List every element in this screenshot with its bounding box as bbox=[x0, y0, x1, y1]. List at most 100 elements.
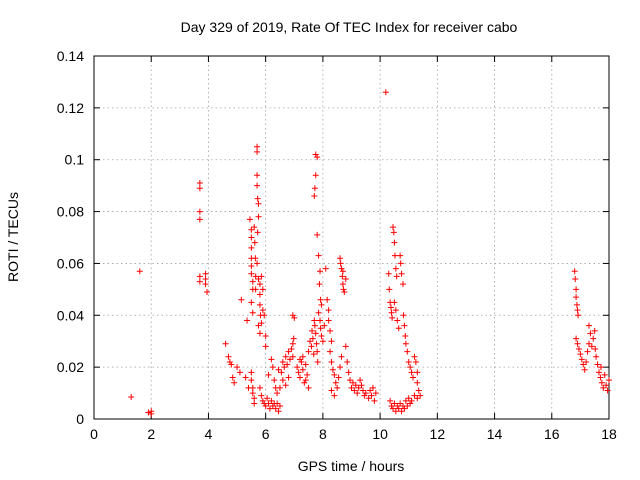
data-point bbox=[342, 275, 349, 282]
data-point bbox=[275, 366, 282, 373]
data-point bbox=[204, 288, 211, 295]
data-point bbox=[335, 374, 342, 381]
data-point bbox=[344, 358, 351, 365]
data-point bbox=[269, 364, 276, 371]
data-point bbox=[315, 309, 322, 316]
data-point bbox=[324, 296, 331, 303]
data-point bbox=[255, 322, 262, 329]
data-point bbox=[249, 309, 256, 316]
data-point bbox=[231, 379, 238, 386]
data-point bbox=[398, 408, 405, 415]
data-point bbox=[585, 340, 592, 347]
data-point bbox=[382, 89, 389, 96]
data-point bbox=[256, 330, 263, 337]
data-point bbox=[412, 358, 419, 365]
data-point bbox=[587, 330, 594, 337]
data-point bbox=[248, 270, 255, 277]
data-point bbox=[312, 330, 319, 337]
data-point bbox=[259, 397, 266, 404]
data-point bbox=[398, 270, 405, 277]
data-point bbox=[597, 374, 604, 381]
data-point bbox=[254, 260, 261, 267]
data-point bbox=[397, 260, 404, 267]
data-point bbox=[591, 327, 598, 334]
data-point bbox=[248, 234, 255, 241]
data-point bbox=[575, 345, 582, 352]
data-point bbox=[338, 353, 345, 360]
data-point bbox=[392, 408, 399, 415]
data-point bbox=[400, 281, 406, 288]
data-point bbox=[314, 154, 321, 161]
data-point bbox=[385, 270, 392, 277]
data-point bbox=[600, 384, 607, 391]
data-point bbox=[367, 387, 374, 394]
data-point bbox=[371, 397, 378, 404]
data-point bbox=[248, 244, 255, 251]
data-point bbox=[400, 312, 407, 319]
data-point bbox=[284, 361, 291, 368]
data-point bbox=[337, 255, 344, 262]
x-tick-label: 8 bbox=[319, 426, 327, 442]
data-point bbox=[571, 268, 578, 275]
data-point bbox=[312, 151, 319, 158]
data-point bbox=[252, 286, 259, 293]
data-point bbox=[254, 182, 261, 189]
data-point bbox=[411, 353, 418, 360]
data-point bbox=[351, 387, 358, 394]
data-point bbox=[259, 286, 266, 293]
data-point bbox=[604, 387, 611, 394]
y-tick-label: 0.08 bbox=[57, 204, 84, 220]
data-point bbox=[256, 291, 263, 298]
data-point bbox=[390, 229, 397, 236]
data-point bbox=[407, 364, 414, 371]
data-point bbox=[389, 314, 396, 321]
gridlines bbox=[94, 56, 609, 419]
axis-ticks bbox=[93, 55, 610, 420]
data-point bbox=[258, 273, 265, 280]
data-point bbox=[585, 322, 592, 329]
data-point bbox=[415, 387, 422, 394]
data-point bbox=[202, 281, 209, 288]
data-point bbox=[268, 356, 275, 363]
data-point bbox=[583, 358, 590, 365]
data-point bbox=[299, 366, 306, 373]
data-point bbox=[410, 374, 417, 381]
data-point bbox=[392, 265, 399, 272]
data-point bbox=[404, 403, 411, 410]
data-point bbox=[202, 275, 209, 282]
data-point bbox=[244, 317, 251, 324]
data-point bbox=[417, 392, 424, 399]
data-point bbox=[355, 384, 362, 391]
data-point bbox=[388, 309, 395, 316]
data-point bbox=[196, 180, 203, 187]
data-point bbox=[392, 307, 399, 314]
data-point bbox=[274, 390, 281, 397]
data-point bbox=[255, 213, 262, 220]
data-point bbox=[328, 387, 335, 394]
data-point bbox=[251, 395, 258, 402]
data-point bbox=[251, 400, 258, 407]
data-point bbox=[391, 400, 398, 407]
data-point bbox=[304, 371, 311, 378]
data-point bbox=[402, 340, 409, 347]
data-point bbox=[342, 343, 349, 350]
data-point bbox=[254, 172, 261, 179]
data-point bbox=[341, 288, 348, 295]
data-point bbox=[256, 384, 263, 391]
data-point bbox=[258, 320, 265, 327]
data-point bbox=[316, 281, 323, 288]
data-point bbox=[606, 377, 612, 384]
data-point bbox=[389, 405, 396, 412]
data-point bbox=[202, 270, 209, 277]
data-point bbox=[272, 405, 279, 412]
data-point bbox=[136, 268, 143, 275]
y-tick-label: 0.12 bbox=[57, 100, 84, 116]
data-point bbox=[322, 265, 329, 272]
data-points bbox=[128, 89, 612, 417]
data-point bbox=[279, 358, 286, 365]
x-tick-label: 16 bbox=[544, 426, 560, 442]
y-tick-label: 0.06 bbox=[57, 255, 84, 271]
data-point bbox=[248, 369, 255, 376]
data-point bbox=[128, 393, 135, 400]
data-point bbox=[340, 286, 347, 293]
